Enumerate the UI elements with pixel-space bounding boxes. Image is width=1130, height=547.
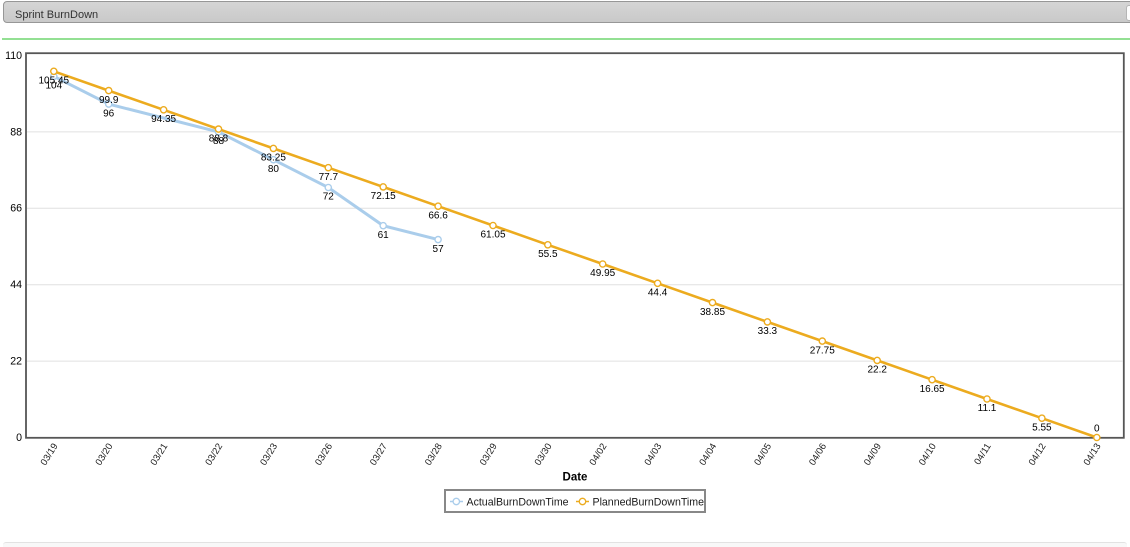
svg-text:22: 22 (10, 356, 22, 368)
svg-text:04/12: 04/12 (1027, 442, 1049, 468)
svg-text:110: 110 (5, 50, 22, 62)
svg-text:66.6: 66.6 (428, 210, 448, 221)
svg-text:03/21: 03/21 (148, 442, 170, 468)
svg-text:04/11: 04/11 (972, 442, 994, 467)
svg-text:27.75: 27.75 (810, 345, 835, 356)
svg-text:105.45: 105.45 (39, 76, 70, 87)
svg-text:0: 0 (1094, 424, 1100, 435)
svg-text:5.55: 5.55 (1032, 422, 1052, 433)
svg-text:0: 0 (16, 432, 22, 444)
svg-text:03/22: 03/22 (203, 442, 225, 468)
svg-text:03/30: 03/30 (533, 442, 555, 468)
svg-text:03/19: 03/19 (39, 442, 61, 468)
svg-text:03/26: 03/26 (313, 442, 335, 468)
svg-text:04/04: 04/04 (697, 442, 719, 468)
svg-text:04/13: 04/13 (1082, 442, 1104, 468)
svg-text:88.8: 88.8 (209, 133, 229, 144)
svg-text:77.7: 77.7 (319, 172, 339, 183)
svg-text:04/02: 04/02 (588, 442, 610, 468)
svg-text:Date: Date (563, 472, 588, 484)
svg-text:ActualBurnDownTime: ActualBurnDownTime (467, 497, 569, 509)
svg-text:55.5: 55.5 (538, 249, 558, 260)
svg-text:44.4: 44.4 (648, 288, 668, 299)
svg-text:04/03: 04/03 (642, 442, 664, 468)
svg-text:61.05: 61.05 (480, 230, 505, 241)
svg-text:03/20: 03/20 (94, 442, 116, 468)
svg-text:72.15: 72.15 (371, 191, 396, 202)
svg-text:03/29: 03/29 (478, 442, 500, 468)
svg-text:72: 72 (323, 192, 335, 203)
svg-text:11.1: 11.1 (978, 403, 997, 414)
svg-text:33.3: 33.3 (758, 326, 778, 337)
svg-text:96: 96 (103, 108, 115, 119)
svg-text:16.65: 16.65 (920, 384, 945, 395)
svg-text:03/27: 03/27 (368, 442, 390, 468)
svg-text:88: 88 (10, 126, 22, 138)
svg-text:38.85: 38.85 (700, 307, 725, 318)
svg-text:04/06: 04/06 (807, 442, 829, 468)
svg-text:80: 80 (268, 164, 280, 175)
svg-text:99.9: 99.9 (99, 95, 119, 106)
svg-text:PlannedBurnDownTime: PlannedBurnDownTime (593, 497, 705, 509)
svg-text:88: 88 (213, 136, 225, 147)
svg-text:03/28: 03/28 (423, 442, 445, 468)
svg-text:04/05: 04/05 (752, 442, 774, 468)
svg-text:57: 57 (433, 244, 445, 255)
svg-text:04/09: 04/09 (862, 442, 884, 468)
svg-text:66: 66 (10, 203, 22, 215)
svg-text:61: 61 (378, 230, 390, 241)
svg-text:94.35: 94.35 (151, 114, 176, 125)
svg-text:83.25: 83.25 (261, 153, 286, 164)
svg-text:22.2: 22.2 (867, 365, 887, 376)
svg-text:49.95: 49.95 (590, 268, 615, 279)
svg-text:04/10: 04/10 (917, 442, 939, 468)
svg-text:44: 44 (10, 279, 22, 291)
svg-text:104: 104 (45, 81, 62, 92)
svg-text:03/23: 03/23 (258, 442, 280, 468)
